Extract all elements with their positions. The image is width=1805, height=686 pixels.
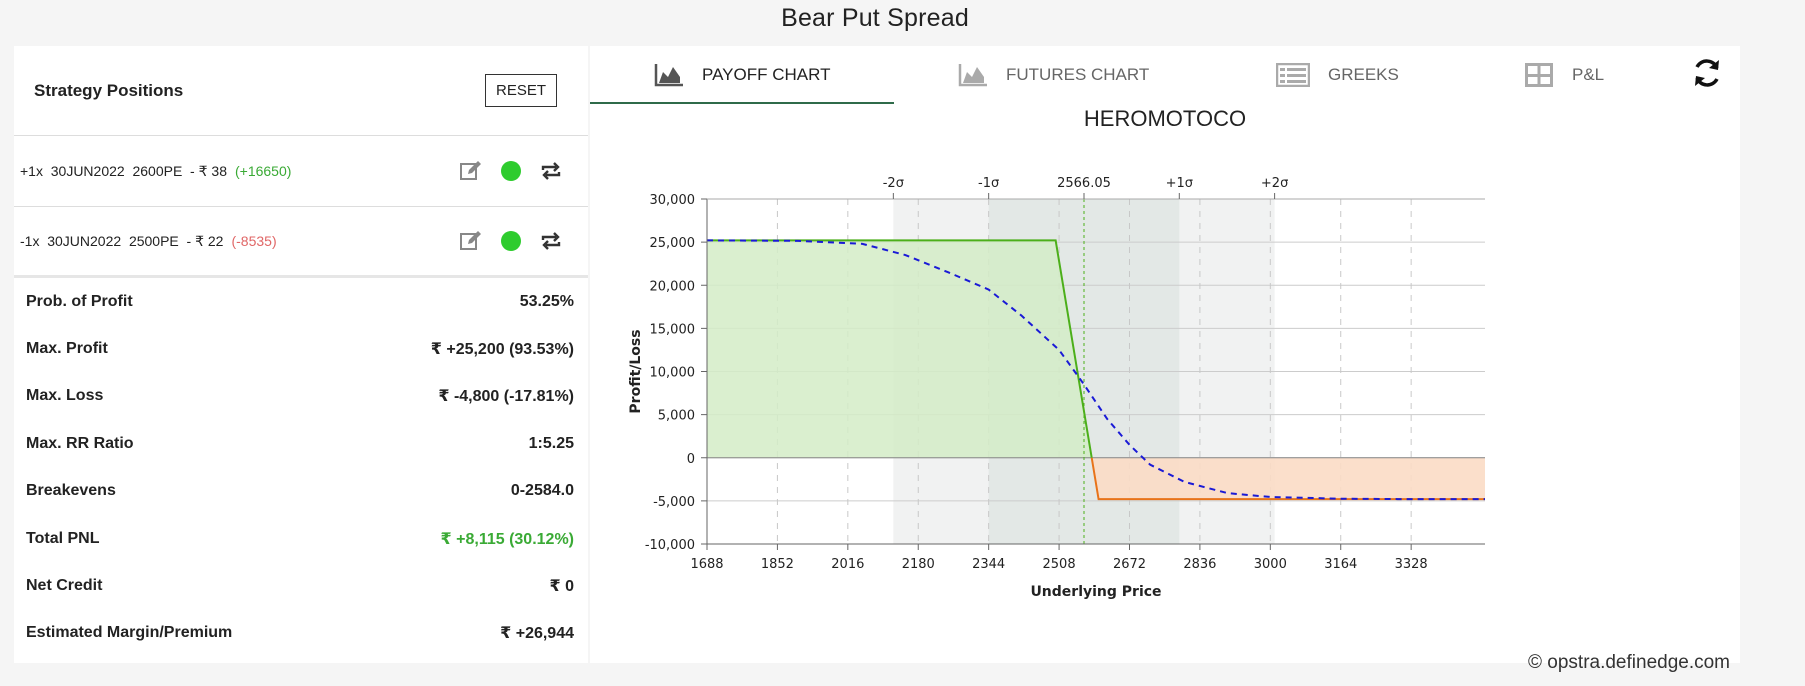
- payoff-chart: -10,000 -5,000 0 5,000 10,000 15,000 20,000 25,…: [628, 176, 1485, 600]
- strategy-panel: Strategy Positions RESET +1x 30JUN2022 2…: [14, 46, 588, 663]
- active-tab-indicator: [590, 102, 894, 104]
- chart-tabs: PAYOFF CHART FUTURES CHART GREEKS P&L: [590, 46, 1740, 104]
- payoff-line-profit: [707, 239, 1093, 458]
- metric-margin: Estimated Margin/Premium ₹ +26,944: [26, 610, 574, 657]
- repeat-icon[interactable]: [539, 159, 563, 183]
- metric-label: Net Credit: [26, 577, 103, 595]
- x-tick-label: 2180: [902, 557, 935, 572]
- x-tick-label: 3328: [1395, 557, 1428, 572]
- metric-rr-ratio: Max. RR Ratio 1:5.25: [26, 420, 574, 467]
- sigma-label: -1σ: [978, 176, 999, 191]
- position-actions: [459, 207, 563, 275]
- y-tick-label: 15,000: [650, 322, 696, 337]
- status-dot-icon[interactable]: [501, 161, 521, 181]
- area-chart-icon: [958, 64, 987, 87]
- tab-payoff-chart[interactable]: PAYOFF CHART: [654, 46, 830, 104]
- position-row: -1x 30JUN2022 2500PE - ₹ 22 (-8535): [14, 207, 588, 278]
- sigma-label: +1σ: [1166, 176, 1193, 191]
- metric-value: 53.25%: [519, 292, 574, 310]
- metric-total-pnl: Total PNL ₹ +8,115 (30.12%): [26, 515, 574, 562]
- edit-icon[interactable]: [459, 159, 483, 183]
- chart-panel: PAYOFF CHART FUTURES CHART GREEKS P&L HE…: [590, 46, 1740, 663]
- y-tick-label: 25,000: [650, 236, 696, 251]
- position-text: +1x 30JUN2022 2600PE - ₹ 38: [20, 162, 227, 179]
- metric-label: Max. Profit: [26, 340, 108, 358]
- metric-label: Breakevens: [26, 482, 116, 500]
- strategy-title: Strategy Positions: [34, 80, 184, 100]
- sigma-label: +2σ: [1261, 176, 1288, 191]
- x-tick-label: 2836: [1183, 557, 1216, 572]
- chart-title: HEROMOTOCO: [1083, 106, 1247, 131]
- metric-value: 0-2584.0: [510, 482, 574, 500]
- metric-value: ₹ +26,944: [500, 625, 574, 643]
- y-axis-title: Profit/Loss: [628, 329, 644, 413]
- metric-net-credit: Net Credit ₹ 0: [26, 562, 574, 609]
- x-tick-label: 2672: [1113, 557, 1146, 572]
- metric-label: Max. Loss: [26, 387, 104, 405]
- tab-pnl[interactable]: P&L: [1524, 46, 1604, 104]
- position-pnl: (-8535): [231, 233, 277, 249]
- page-title: Bear Put Spread: [781, 4, 969, 32]
- metrics-list: Prob. of Profit 53.25% Max. Profit ₹ +25,2…: [14, 278, 588, 657]
- position-actions: [459, 136, 563, 206]
- x-axis-title: Underlying Price: [1030, 584, 1161, 600]
- y-tick-label: 30,000: [650, 193, 696, 208]
- x-tick-label: 1688: [690, 557, 723, 572]
- x-tick-label: 2016: [831, 557, 864, 572]
- y-tick-label: 0: [687, 452, 695, 467]
- y-tick-label: 5,000: [658, 409, 695, 424]
- list-icon: [1276, 63, 1310, 87]
- x-tick-label: 3000: [1254, 557, 1287, 572]
- y-tick-label: -10,000: [645, 538, 695, 553]
- metric-value: ₹ -4,800 (-17.81%): [438, 388, 574, 406]
- area-chart-icon: [654, 64, 683, 87]
- payoff-curve-t0: [706, 239, 1485, 501]
- position-row: +1x 30JUN2022 2600PE - ₹ 38 (+16650): [14, 136, 588, 207]
- edit-icon[interactable]: [459, 229, 483, 253]
- status-dot-icon[interactable]: [501, 231, 521, 251]
- metric-value: ₹ 0: [549, 578, 574, 596]
- metric-max-profit: Max. Profit ₹ +25,200 (93.53%): [26, 325, 574, 372]
- position-pnl: (+16650): [234, 163, 292, 179]
- tab-label: GREEKS: [1328, 65, 1399, 84]
- sigma-label: -2σ: [883, 176, 904, 191]
- metric-label: Total PNL: [26, 529, 100, 547]
- metric-prob-profit: Prob. of Profit 53.25%: [26, 278, 574, 325]
- spot-label: 2566.05: [1057, 176, 1111, 191]
- refresh-icon[interactable]: [1690, 56, 1724, 95]
- tab-label: P&L: [1572, 65, 1605, 84]
- loss-area: [1091, 457, 1485, 500]
- profit-area: [707, 240, 1092, 458]
- tab-label: PAYOFF CHART: [702, 65, 831, 84]
- tab-greeks[interactable]: GREEKS: [1276, 46, 1399, 104]
- reset-button[interactable]: RESET: [484, 74, 557, 107]
- metric-label: Estimated Margin/Premium: [26, 624, 233, 642]
- x-tick-label: 3164: [1324, 557, 1357, 572]
- x-tick-label: 1852: [761, 557, 794, 572]
- table-icon: [1525, 63, 1553, 87]
- y-tick-label: 10,000: [650, 366, 696, 381]
- tab-futures-chart[interactable]: FUTURES CHART: [958, 46, 1149, 104]
- repeat-icon[interactable]: [539, 229, 563, 253]
- y-tick-label: 20,000: [650, 279, 696, 294]
- position-text: -1x 30JUN2022 2500PE - ₹ 22: [20, 232, 224, 249]
- x-tick-label: 2508: [1043, 557, 1076, 572]
- strategy-header: Strategy Positions RESET: [14, 46, 588, 136]
- tab-label: FUTURES CHART: [1006, 65, 1150, 84]
- metric-label: Max. RR Ratio: [26, 434, 134, 452]
- metric-label: Prob. of Profit: [26, 292, 133, 310]
- copyright-footer: © opstra.definedge.com: [1528, 652, 1731, 673]
- metric-value: ₹ +25,200 (93.53%): [430, 341, 574, 359]
- metric-breakevens: Breakevens 0-2584.0: [26, 468, 574, 515]
- y-tick-label: -5,000: [653, 495, 695, 510]
- metric-value: ₹ +8,115 (30.12%): [440, 530, 574, 548]
- metric-value: 1:5.25: [528, 434, 574, 452]
- metric-max-loss: Max. Loss ₹ -4,800 (-17.81%): [26, 373, 574, 420]
- x-tick-label: 2344: [972, 557, 1005, 572]
